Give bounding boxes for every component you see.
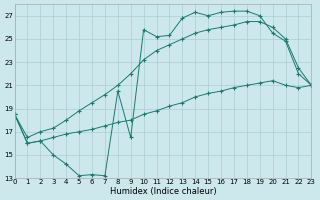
X-axis label: Humidex (Indice chaleur): Humidex (Indice chaleur) bbox=[110, 187, 216, 196]
